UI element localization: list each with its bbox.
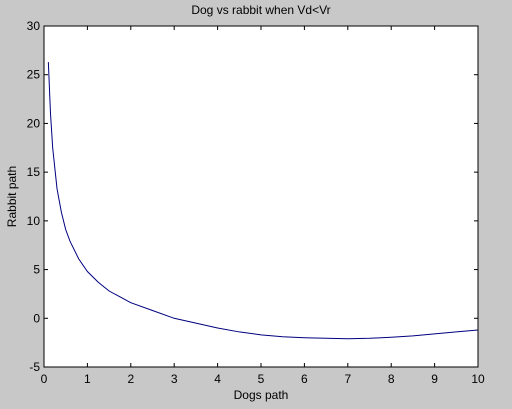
y-tick-label: 5 xyxy=(33,263,40,277)
y-tick-label: -5 xyxy=(29,360,40,374)
chart-title: Dog vs rabbit when Vd<Vr xyxy=(191,3,330,17)
x-tick-label: 5 xyxy=(258,372,265,386)
y-tick-label: 20 xyxy=(27,116,41,130)
y-tick-label: 10 xyxy=(27,214,41,228)
series-line xyxy=(47,62,479,340)
x-tick-label: 0 xyxy=(41,372,48,386)
curve-layer xyxy=(47,62,479,340)
x-tick-label: 2 xyxy=(127,372,134,386)
y-tick-label: 15 xyxy=(27,165,41,179)
x-tick-label: 4 xyxy=(214,372,221,386)
x-tick-label: 1 xyxy=(84,372,91,386)
x-tick-label: 9 xyxy=(431,372,438,386)
x-tick-label: 6 xyxy=(301,372,308,386)
x-tick-label: 10 xyxy=(471,372,485,386)
x-tick-label: 3 xyxy=(171,372,178,386)
x-tick-label: 7 xyxy=(344,372,351,386)
axes-frame xyxy=(43,25,479,368)
y-axis-label: Rabbit path xyxy=(5,166,19,227)
axes-background xyxy=(44,26,478,367)
y-tick-label: 0 xyxy=(33,311,40,325)
x-axis-label: Dogs path xyxy=(234,388,289,402)
y-tick-label: 25 xyxy=(27,68,41,82)
y-tick-label: 30 xyxy=(27,19,41,33)
x-tick-label: 8 xyxy=(388,372,395,386)
